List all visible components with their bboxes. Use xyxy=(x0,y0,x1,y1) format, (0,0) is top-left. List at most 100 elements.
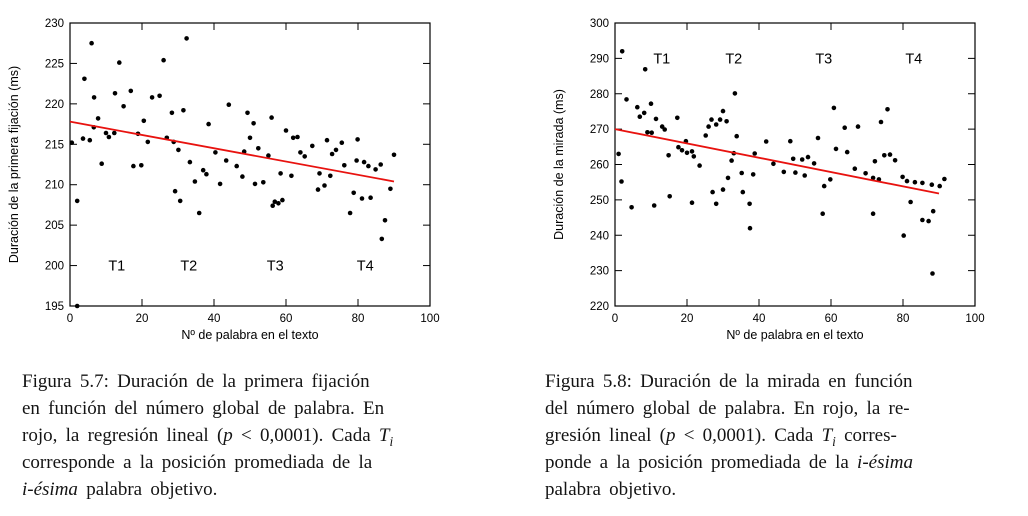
caption-line: en función del número global de palabra.… xyxy=(22,395,492,422)
data-point xyxy=(662,127,667,132)
x-axis-label: Nº de palabra en el texto xyxy=(726,328,863,342)
y-tick-label: 210 xyxy=(45,180,64,192)
data-point xyxy=(82,76,87,82)
target-word-label: T3 xyxy=(267,259,284,275)
data-point xyxy=(161,57,166,63)
data-point xyxy=(811,161,817,166)
data-point xyxy=(703,133,708,138)
data-point xyxy=(310,143,315,149)
data-point xyxy=(112,91,118,96)
y-tick-label: 205 xyxy=(45,220,64,232)
data-point xyxy=(885,107,890,112)
data-point xyxy=(676,144,681,150)
data-point xyxy=(181,108,186,113)
y-axis-label: Duración de la primera fijación (ms) xyxy=(7,66,21,263)
data-point xyxy=(139,163,144,168)
data-point xyxy=(339,140,345,145)
data-point xyxy=(763,139,769,144)
x-tick-label: 80 xyxy=(352,313,365,325)
data-point xyxy=(89,40,94,46)
caption-text: i-ésima xyxy=(22,479,78,500)
data-point xyxy=(929,182,935,187)
data-point xyxy=(322,183,327,188)
data-point xyxy=(226,102,232,107)
data-point xyxy=(69,140,75,145)
data-point xyxy=(361,159,367,165)
caption-line: corresponde a la posición promediada de … xyxy=(22,449,492,476)
data-point xyxy=(266,153,271,158)
data-point xyxy=(328,173,333,179)
data-point xyxy=(223,158,229,163)
x-tick-label: 60 xyxy=(825,313,838,325)
data-point xyxy=(689,200,695,205)
data-point xyxy=(740,189,746,195)
caption-text: Figura 5.8: Duración de la mirada en fun… xyxy=(545,371,913,392)
data-point xyxy=(270,203,276,208)
data-point xyxy=(930,208,936,214)
data-point xyxy=(149,95,155,100)
y-tick-label: 300 xyxy=(590,18,609,30)
figure-5-8-caption: Figura 5.8: Duración de la mirada en fun… xyxy=(545,368,1015,503)
x-axis-label: Nº de palabra en el texto xyxy=(181,328,318,342)
caption-text: del número global de palabra. En rojo, l… xyxy=(545,398,910,419)
x-tick-label: 100 xyxy=(420,313,439,325)
x-tick-label: 20 xyxy=(681,313,694,325)
data-point xyxy=(637,114,643,119)
data-point xyxy=(725,175,731,181)
data-point xyxy=(261,180,266,185)
caption-line: Figura 5.7: Duración de la primera fijac… xyxy=(22,368,492,395)
data-point xyxy=(729,158,734,163)
x-tick-label: 60 xyxy=(280,313,293,325)
data-point xyxy=(373,167,378,172)
caption-line: i-ésima palabra objetivo. xyxy=(22,476,492,503)
data-point xyxy=(80,136,86,141)
data-point xyxy=(176,147,181,153)
data-point xyxy=(666,153,671,158)
data-point xyxy=(788,138,793,144)
y-tick-label: 280 xyxy=(590,89,609,101)
caption-subscript: i xyxy=(389,433,394,449)
data-point xyxy=(255,146,261,151)
caption-text: Figura 5.7: Duración de la primera fijac… xyxy=(22,371,370,392)
data-point xyxy=(734,133,739,139)
data-point xyxy=(870,211,876,216)
data-point xyxy=(245,110,250,116)
data-point xyxy=(684,150,690,156)
data-point xyxy=(833,146,839,152)
data-point xyxy=(128,88,134,94)
data-point xyxy=(359,196,365,201)
data-point xyxy=(706,124,711,129)
data-point xyxy=(391,152,397,158)
data-point xyxy=(805,154,811,160)
data-point xyxy=(103,130,109,136)
data-point xyxy=(815,135,821,141)
data-point xyxy=(752,151,757,156)
data-point xyxy=(177,198,183,204)
data-point xyxy=(74,198,80,204)
data-point xyxy=(278,171,283,176)
data-point xyxy=(852,166,858,171)
data-point xyxy=(354,158,359,163)
y-tick-label: 230 xyxy=(45,18,64,30)
caption-line: del número global de palabra. En rojo, l… xyxy=(545,395,1015,422)
data-point xyxy=(204,171,209,177)
data-point xyxy=(169,110,175,116)
data-point xyxy=(732,91,738,96)
data-point xyxy=(887,152,893,157)
data-point xyxy=(635,104,640,110)
data-point xyxy=(378,162,384,167)
data-point xyxy=(667,194,672,199)
data-point xyxy=(157,93,162,99)
data-point xyxy=(351,190,357,196)
data-point xyxy=(710,189,715,195)
data-point xyxy=(302,154,308,159)
data-point xyxy=(713,122,719,127)
caption-text: palabra objetivo. xyxy=(545,479,677,500)
x-tick-label: 80 xyxy=(897,313,910,325)
data-point xyxy=(251,121,256,126)
data-point xyxy=(290,135,296,141)
data-point xyxy=(900,174,905,180)
data-point xyxy=(240,174,245,179)
data-point xyxy=(645,130,650,135)
data-point xyxy=(882,153,887,158)
